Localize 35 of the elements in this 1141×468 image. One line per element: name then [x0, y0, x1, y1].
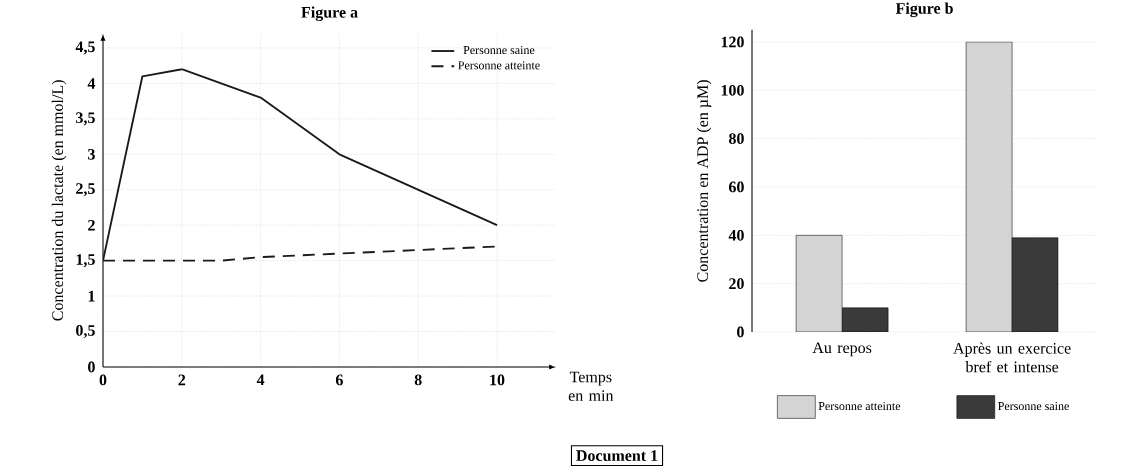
legend-label: Personne atteinte — [458, 61, 540, 70]
x-axis-title: Temps en min — [568, 371, 614, 401]
y-tick-label: 120 — [721, 36, 744, 48]
x-tick-label: 0 — [99, 374, 107, 386]
chart-title: Figure b — [895, 2, 953, 18]
y-axis-title: Concentration du lactate (en mmol/L) — [51, 80, 67, 321]
y-tick-label: 100 — [721, 84, 744, 96]
y-axis-title: Concentration en ADP (en µM) — [696, 80, 712, 282]
y-tick-label: 40 — [728, 229, 744, 241]
y-tick-label: 0 — [88, 361, 95, 373]
x-tick-label: 2 — [178, 374, 186, 386]
x-tick-label: 6 — [335, 374, 343, 386]
y-tick-label: 4,5 — [75, 41, 95, 55]
y-tick-label: 60 — [729, 181, 744, 193]
y-tick-label: 1 — [88, 290, 95, 302]
chart-title: Figure a — [301, 6, 358, 22]
y-tick-label: 2,5 — [76, 183, 95, 197]
y-tick-label: 20 — [729, 278, 744, 290]
y-tick-label: 3 — [88, 148, 95, 160]
x-tick-label: 8 — [414, 374, 422, 386]
x-tick-label: 4 — [256, 374, 265, 386]
text: Document 1 — [576, 450, 658, 462]
y-tick-label: 4 — [87, 78, 96, 89]
y-tick-label: 1,5 — [76, 254, 95, 268]
x-tick-label: 10 — [490, 374, 505, 386]
y-tick-label: 0 — [737, 326, 744, 338]
y-tick-label: 3,5 — [76, 112, 95, 126]
y-tick-label: 0,5 — [76, 324, 95, 339]
legend-label: Personne atteinte — [818, 402, 901, 411]
y-tick-label: 2 — [88, 219, 95, 231]
legend-label: Personne saine — [463, 46, 535, 55]
x-tick-label: Au repos — [812, 342, 872, 357]
x-tick-label: Après un exercice bref et intense — [953, 342, 1071, 373]
y-tick-label: 80 — [728, 133, 744, 145]
legend-label: Personne saine — [998, 402, 1069, 411]
